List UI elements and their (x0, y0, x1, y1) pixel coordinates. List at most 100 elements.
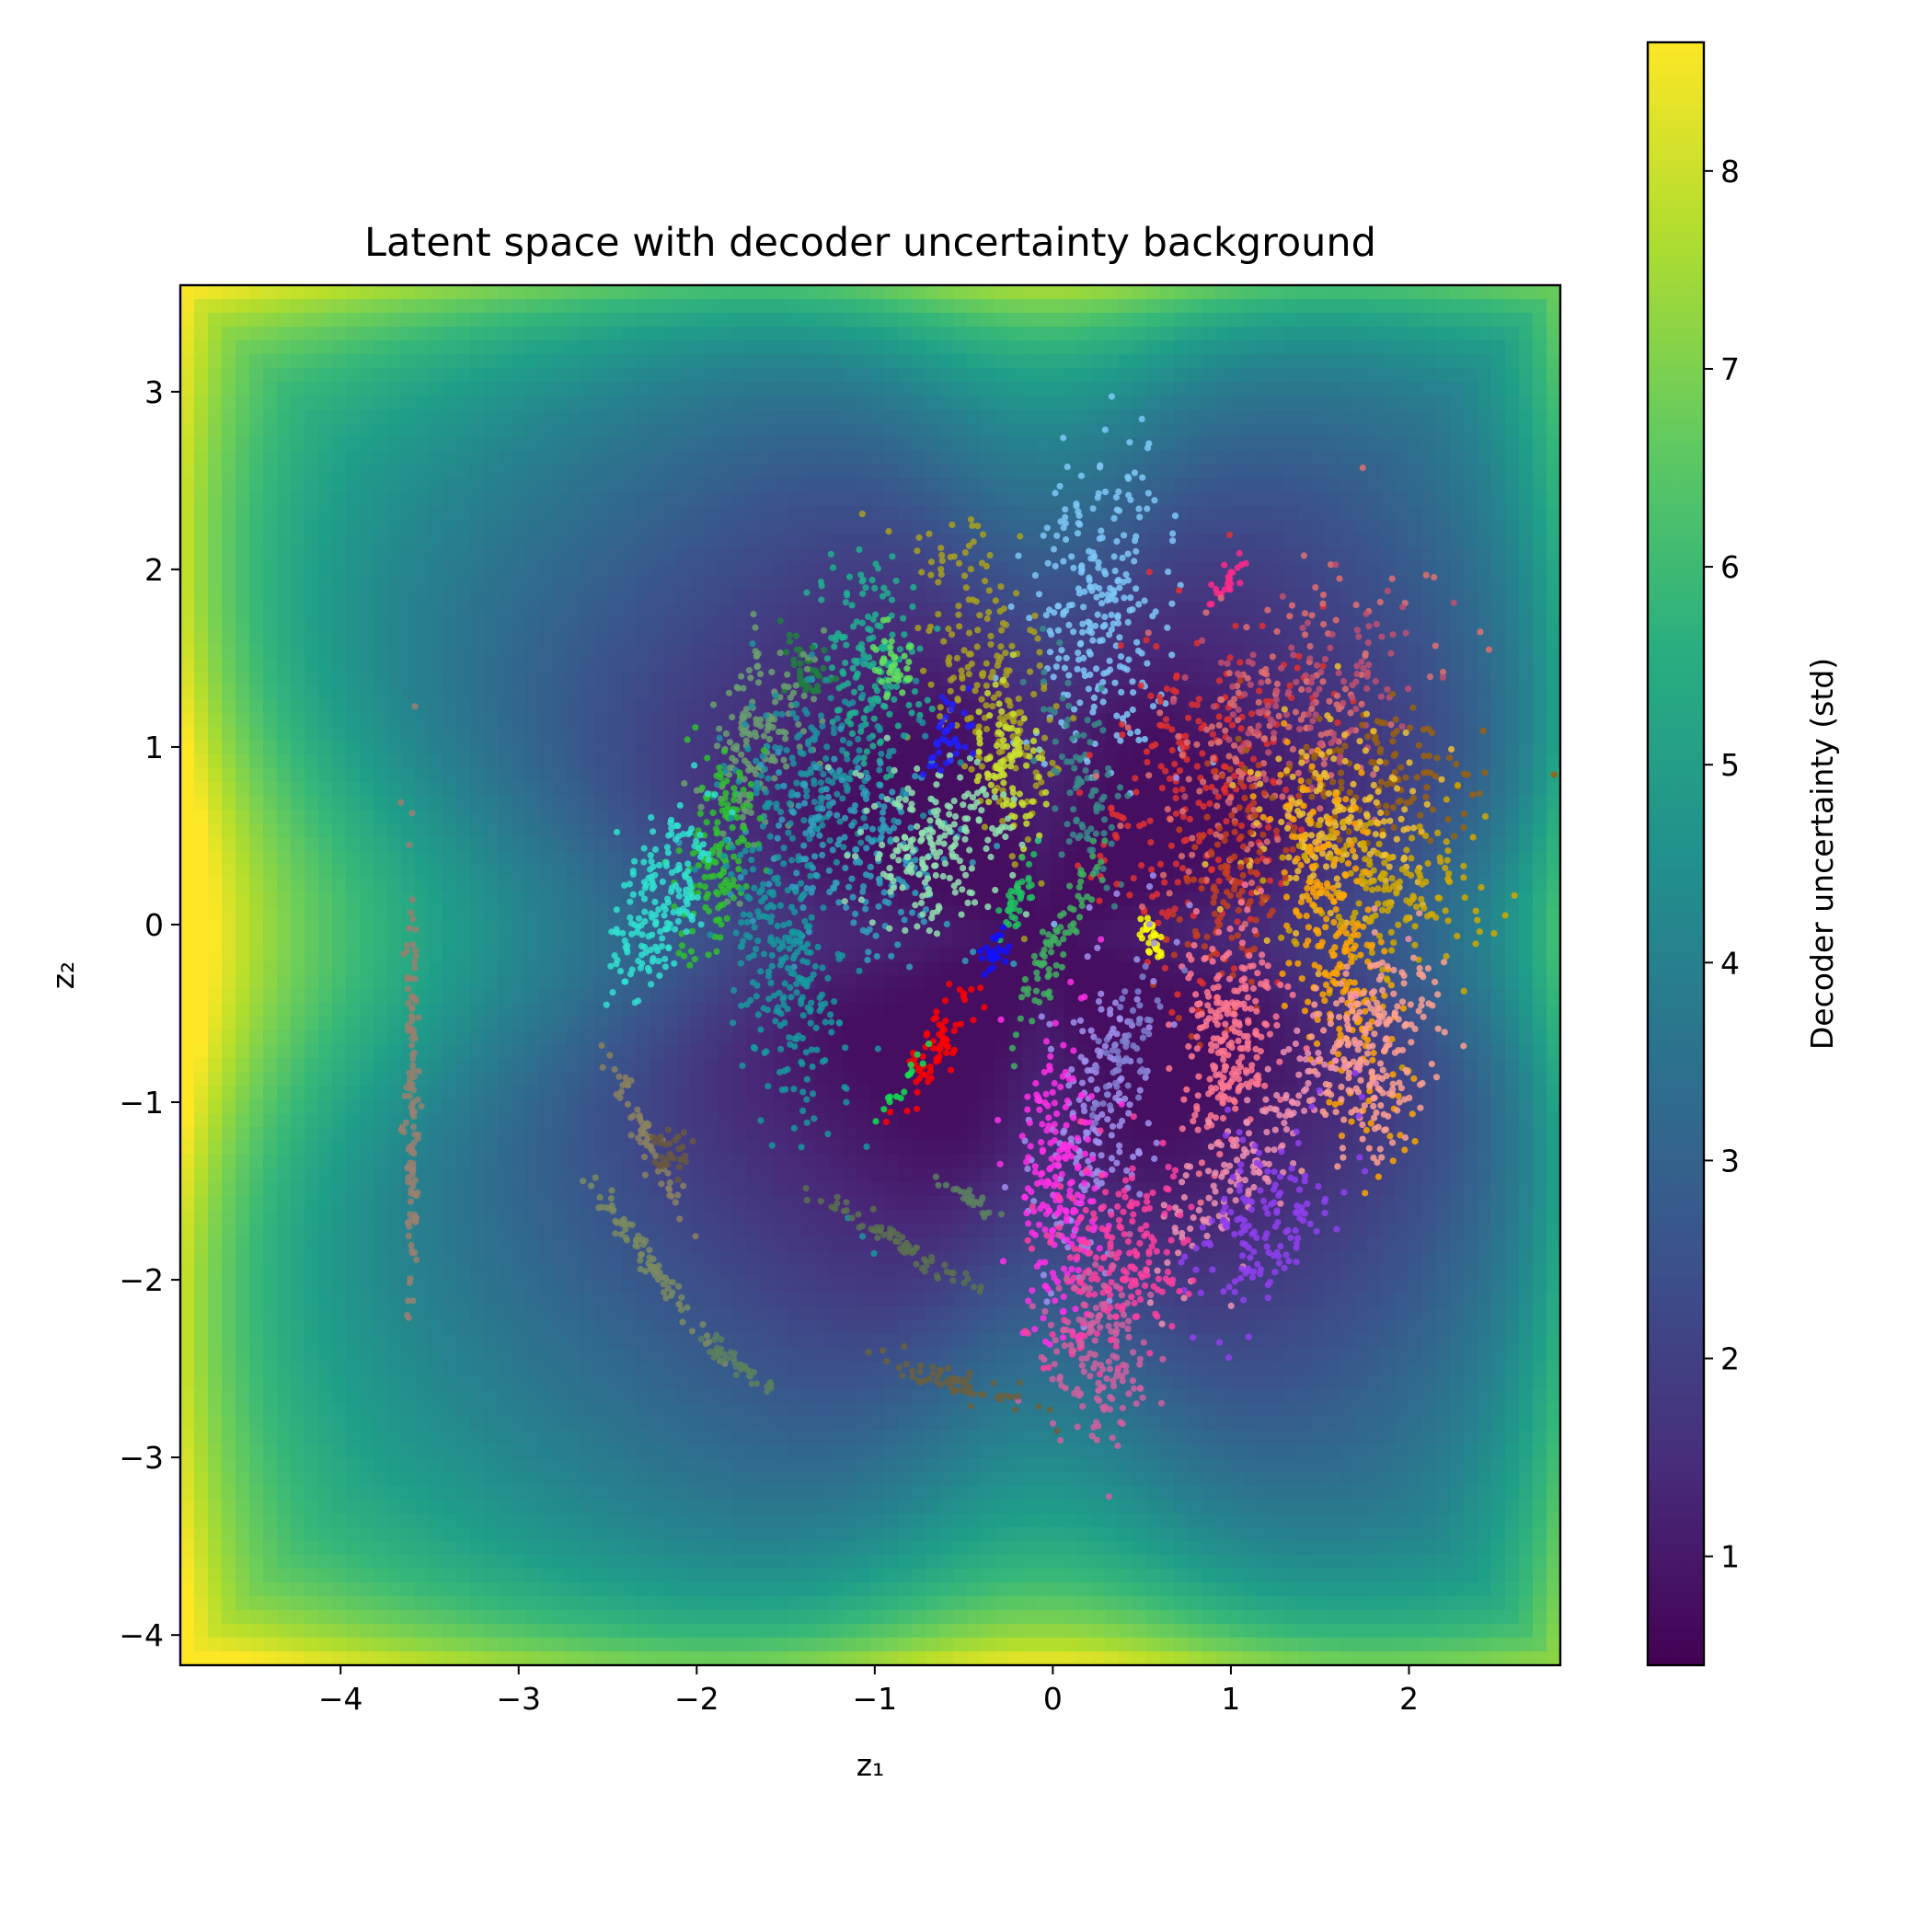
heatmap-cell (429, 727, 443, 742)
heatmap-cell (305, 1362, 319, 1376)
heatmap-cell (443, 1086, 457, 1100)
heatmap-cell (236, 478, 250, 493)
heatmap-cell (318, 741, 333, 755)
heatmap-cell (691, 396, 706, 410)
heatmap-cell (429, 1458, 443, 1473)
heatmap-cell (249, 1624, 264, 1639)
heatmap-cell (401, 1610, 416, 1625)
heatmap-cell (801, 1375, 816, 1390)
heatmap-cell (180, 299, 195, 314)
heatmap-cell (801, 1389, 816, 1404)
heatmap-cell (332, 1651, 347, 1665)
heatmap-cell (774, 1444, 788, 1459)
heatmap-cell (663, 658, 678, 673)
heatmap-cell (539, 989, 554, 1004)
heatmap-cell (387, 437, 402, 452)
heatmap-cell (415, 1141, 430, 1156)
heatmap-cell (208, 1113, 223, 1128)
heatmap-cell (594, 1486, 609, 1501)
heatmap-cell (760, 603, 775, 617)
heatmap-cell (539, 1279, 554, 1294)
heatmap-cell (815, 1582, 830, 1597)
heatmap-cell (705, 465, 719, 479)
heatmap-cell (553, 1624, 568, 1639)
heatmap-cell (208, 796, 223, 811)
heatmap-cell (194, 754, 209, 769)
heatmap-cell (581, 948, 595, 962)
heatmap-cell (318, 1624, 333, 1639)
heatmap-cell (594, 382, 609, 397)
heatmap-cell (760, 313, 775, 328)
heatmap-cell (594, 423, 609, 438)
heatmap-cell (415, 934, 430, 949)
heatmap-cell (360, 299, 374, 314)
heatmap-cell (236, 437, 250, 452)
heatmap-cell (843, 534, 857, 548)
heatmap-cell (732, 1458, 747, 1473)
heatmap-cell (663, 989, 678, 1004)
heatmap-cell (360, 313, 374, 328)
heatmap-cell (815, 506, 830, 521)
heatmap-cell (443, 1458, 457, 1473)
heatmap-cell (815, 1237, 830, 1252)
heatmap-cell (429, 340, 443, 355)
heatmap-cell (401, 727, 416, 742)
heatmap-cell (553, 1127, 568, 1142)
heatmap-cell (374, 1472, 388, 1487)
heatmap-cell (594, 948, 609, 962)
heatmap-cell (553, 1513, 568, 1528)
heatmap-cell (222, 1058, 236, 1073)
heatmap-cell (746, 520, 761, 535)
heatmap-cell (236, 506, 250, 521)
heatmap-cell (470, 313, 485, 328)
heatmap-cell (180, 1555, 195, 1570)
heatmap-cell (236, 1610, 250, 1625)
heatmap-cell (691, 285, 706, 300)
heatmap-cell (815, 1072, 830, 1087)
heatmap-cell (815, 699, 830, 714)
heatmap-cell (801, 547, 816, 562)
heatmap-cell (567, 754, 581, 769)
heatmap-cell (512, 1458, 526, 1473)
heatmap-cell (484, 506, 499, 521)
heatmap-cell (829, 603, 844, 617)
heatmap-cell (222, 837, 236, 852)
heatmap-cell (374, 1044, 388, 1059)
heatmap-cell (291, 644, 305, 659)
heatmap-cell (774, 1251, 788, 1266)
heatmap-cell (636, 340, 650, 355)
heatmap-cell (636, 313, 650, 328)
heatmap-cell (484, 589, 499, 604)
heatmap-cell (456, 1486, 471, 1501)
heatmap-cell (553, 810, 568, 824)
heatmap-cell (208, 1293, 223, 1307)
heatmap-cell (470, 437, 485, 452)
heatmap-cell (774, 1417, 788, 1432)
heatmap-cell (360, 1527, 374, 1542)
heatmap-cell (608, 1168, 623, 1183)
heatmap-cell (732, 1624, 747, 1639)
heatmap-cell (236, 1555, 250, 1570)
heatmap-cell (484, 948, 499, 962)
heatmap-cell (180, 1403, 195, 1418)
heatmap-cell (594, 1237, 609, 1252)
heatmap-cell (815, 382, 830, 397)
heatmap-cell (539, 1058, 554, 1073)
heatmap-cell (650, 1569, 664, 1583)
heatmap-cell (691, 1030, 706, 1045)
heatmap-cell (332, 492, 347, 507)
heatmap-cell (484, 961, 499, 976)
heatmap-cell (332, 396, 347, 410)
heatmap-cell (512, 906, 526, 921)
heatmap-cell (249, 1182, 264, 1197)
heatmap-cell (650, 382, 664, 397)
heatmap-cell (581, 768, 595, 783)
heatmap-cell (346, 603, 361, 617)
heatmap-cell (498, 892, 512, 907)
heatmap-cell (608, 354, 623, 369)
heatmap-cell (843, 340, 857, 355)
heatmap-cell (525, 672, 540, 686)
heatmap-cell (581, 1320, 595, 1335)
heatmap-cell (539, 1141, 554, 1156)
heatmap-cell (277, 685, 292, 700)
